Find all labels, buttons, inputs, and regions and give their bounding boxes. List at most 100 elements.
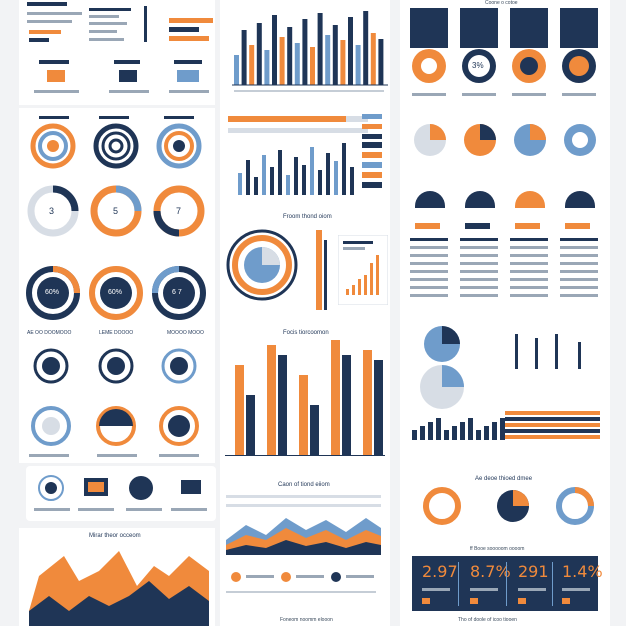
stacked-cols	[412, 411, 600, 440]
table-line	[510, 246, 548, 249]
stacked-col	[468, 418, 473, 440]
secondary-bar	[342, 143, 346, 195]
main-bar-orange	[235, 365, 244, 455]
wave-chart-title: Caon of tiond eiiom	[278, 482, 330, 488]
target-ring-2	[93, 123, 139, 169]
stats-panel: 2.97 8.7% 291 1.4%	[412, 556, 603, 611]
table-line	[460, 286, 498, 289]
table-line	[560, 286, 598, 289]
donut-row-2	[27, 185, 205, 237]
table-line	[510, 294, 548, 297]
top-bar	[363, 11, 369, 85]
table-line	[460, 294, 498, 297]
secondary-bar	[254, 177, 258, 195]
main-bar-orange	[363, 350, 372, 455]
secondary-bar	[270, 167, 274, 195]
stat-value-3: 291	[518, 562, 549, 581]
donut-trio	[423, 487, 594, 525]
table-line	[510, 254, 548, 257]
main-bar-navy	[310, 405, 319, 455]
stacked-col	[452, 426, 457, 440]
pie-and-lines-block	[420, 326, 581, 409]
secondary-bar	[246, 160, 250, 195]
table-line	[510, 238, 548, 241]
bars-main	[225, 340, 385, 456]
table-line	[410, 238, 448, 241]
top-bar	[234, 55, 239, 85]
top-bar	[249, 45, 255, 85]
icon-strip	[34, 475, 207, 511]
table-line	[460, 270, 498, 273]
table-line	[510, 278, 548, 281]
table-line	[460, 254, 498, 257]
stat-divider-lines	[422, 562, 590, 606]
table-line	[410, 270, 448, 273]
stacked-col	[492, 422, 497, 440]
wave-chart	[226, 495, 381, 555]
stacked-col	[484, 426, 489, 440]
main-bar-navy	[374, 360, 383, 455]
top-bar	[241, 30, 247, 85]
secondary-bar	[302, 165, 306, 195]
table-line	[560, 262, 598, 265]
bar-chart-title: Focis tiorcoomon	[283, 330, 329, 336]
top-bar	[294, 43, 300, 85]
secondary-bar	[326, 153, 330, 195]
top-bar	[370, 33, 376, 85]
right-top-title: Coone o cotoe	[485, 0, 518, 6]
stacked-row	[505, 417, 600, 421]
top-bar	[279, 37, 285, 85]
top-bar	[264, 50, 270, 85]
stacked-col	[420, 426, 425, 440]
top-bar	[325, 35, 331, 85]
top-bar	[332, 25, 338, 85]
left-column-rings: 3 5 7 60% 60% 6 7 AE OO DOOMOOO LEME DOO…	[19, 108, 215, 463]
text-table-block	[410, 238, 598, 297]
grouped-bar-chart-main	[225, 340, 385, 456]
table-line	[410, 246, 448, 249]
secondary-bar	[278, 150, 282, 195]
stacked-row	[505, 423, 600, 427]
left-column-top	[19, 0, 215, 105]
stacked-row	[505, 429, 600, 433]
area-chart	[29, 551, 209, 626]
stacked-col	[412, 430, 417, 440]
fan-chart-row	[415, 191, 595, 229]
stats-panel-title: ff Booe sooooom oooom	[470, 546, 525, 552]
top-bar	[340, 40, 346, 85]
left-area-chart-panel: Mirar theor occeom	[19, 528, 215, 626]
gauge-row	[29, 348, 199, 457]
top-bar	[272, 15, 277, 85]
top-bar	[302, 19, 308, 85]
top-bar	[310, 47, 315, 85]
top-bar	[355, 45, 361, 85]
donut-row-3	[26, 266, 206, 320]
table-line	[410, 294, 448, 297]
horizontal-bars-block	[228, 114, 382, 139]
table-line	[460, 246, 498, 249]
stacked-col	[500, 418, 505, 440]
table-line	[510, 286, 548, 289]
secondary-bar	[262, 155, 266, 195]
ring-heading-2: LEME DOOOO	[99, 330, 134, 336]
percent-label-2: 60%	[108, 289, 123, 296]
table-line	[560, 294, 598, 297]
percent-label-1: 60%	[45, 289, 60, 296]
main-bar-navy	[278, 355, 287, 455]
main-bar-orange	[267, 345, 276, 455]
wave-footer-icons	[226, 572, 376, 593]
main-bar-orange	[299, 375, 308, 455]
stat-value-1: 2.97	[422, 562, 458, 581]
ring-number-1: 3	[49, 206, 55, 216]
axis-ticks-top	[234, 90, 384, 92]
target-ring-3	[156, 123, 202, 169]
radial-title: Froom thond oiom	[283, 214, 332, 220]
stacked-col	[476, 430, 481, 440]
top-bar	[256, 23, 262, 85]
ring-heading-1: AE OO DOOMOOO	[27, 330, 72, 336]
target-ring-1	[30, 123, 76, 169]
table-line	[410, 286, 448, 289]
pie-row	[414, 124, 596, 156]
table-line	[460, 262, 498, 265]
bars-secondary	[238, 143, 354, 195]
